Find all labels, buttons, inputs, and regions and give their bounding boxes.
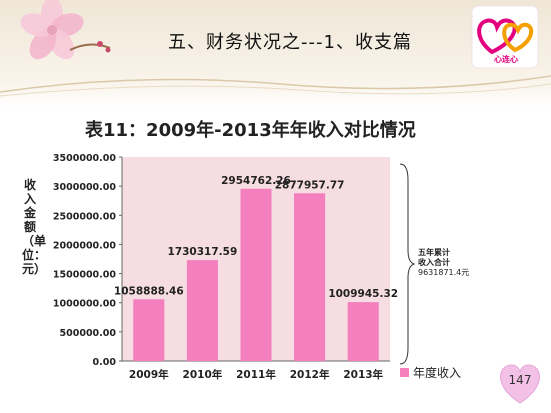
y-tick-label: 3000000.00	[53, 182, 116, 193]
bar	[133, 299, 165, 361]
slide-title: 五、财务状况之---1、收支篇	[168, 32, 412, 53]
bar	[240, 188, 272, 361]
x-tick-label: 2013年	[343, 368, 383, 381]
bracket-annotation-icon	[399, 163, 416, 365]
x-tick-label: 2010年	[183, 368, 223, 381]
x-tick-label: 2011年	[236, 368, 276, 381]
hearts-logo-icon	[471, 5, 539, 69]
bar	[186, 260, 218, 361]
y-tick-label: 1000000.00	[53, 299, 116, 310]
logo-text: 心连心	[494, 55, 518, 64]
x-tick-label: 2012年	[290, 368, 330, 381]
cumulative-summary: 五年累计 收入合计 9631871.4元	[418, 248, 469, 278]
x-tick-label: 2009年	[129, 368, 169, 381]
legend: 年度收入	[400, 364, 461, 381]
summary-value: 9631871.4元	[418, 268, 470, 277]
data-label: 1058888.46	[114, 285, 184, 297]
y-tick-label: 1500000.00	[53, 270, 116, 281]
summary-line2: 收入合计	[418, 258, 450, 267]
y-tick-label: 2500000.00	[53, 211, 116, 222]
y-tick-label: 3500000.00	[53, 153, 116, 164]
data-label: 1009945.32	[328, 288, 398, 300]
bar	[347, 302, 379, 361]
summary-line1: 五年累计	[418, 248, 450, 257]
y-tick-label: 2000000.00	[53, 240, 116, 251]
header-wave-decoration	[0, 75, 551, 97]
legend-swatch	[400, 368, 409, 377]
flower-decoration-icon	[20, 0, 111, 60]
y-tick-label: 0.00	[93, 357, 117, 368]
heart-page-badge-icon	[499, 364, 541, 404]
page-number: 147	[508, 373, 532, 387]
y-tick-label: 500000.00	[60, 328, 117, 339]
legend-label: 年度收入	[413, 366, 462, 380]
data-label: 2954762.26	[221, 175, 291, 187]
bar	[294, 193, 326, 361]
data-label: 1730317.59	[168, 246, 238, 258]
data-label: 2877957.77	[275, 179, 345, 191]
chart-title: 表11：2009年-2013年年收入对比情况	[85, 120, 416, 141]
